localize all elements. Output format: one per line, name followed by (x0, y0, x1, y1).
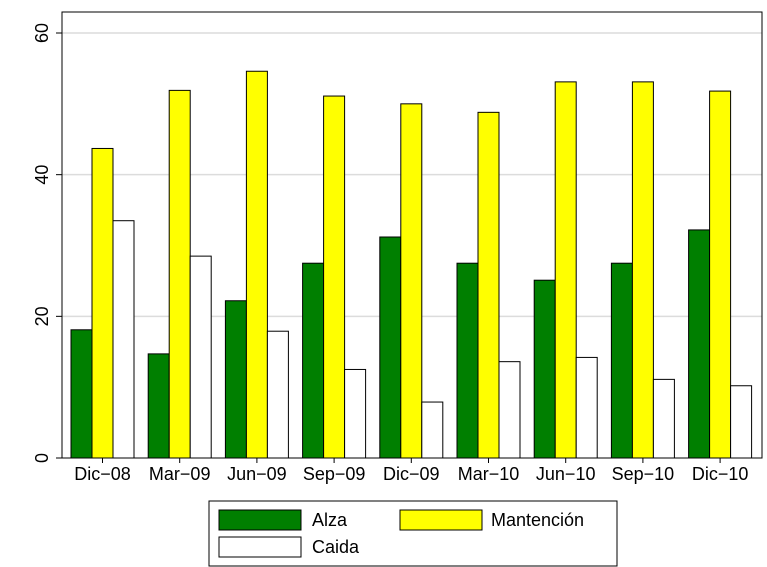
y-tick-label: 60 (32, 23, 52, 43)
bar-caida-6 (575, 356, 598, 459)
x-tick-label: Sep−09 (303, 464, 366, 484)
bar-mantenci-n-1 (168, 89, 191, 459)
bar-mantenci-n-4 (400, 103, 423, 459)
bar-alza-2 (224, 300, 247, 459)
legend: Alza Mantención Caida (208, 500, 618, 567)
x-axis: Dic−08 Mar−09 Jun−09 Sep−09 Dic−09 Mar−10 Jun−… (74, 458, 748, 484)
bar-mantenci-n-6 (554, 81, 577, 459)
bar-caida-1 (189, 255, 212, 459)
bar-mantenci-n-3 (323, 95, 346, 459)
bar-caida-0 (112, 220, 135, 459)
bar-alza-3 (302, 262, 325, 459)
x-tick-label: Dic−09 (383, 464, 440, 484)
y-tick-label: 0 (32, 453, 52, 463)
bar-alza-1 (147, 353, 170, 459)
legend-swatch-0 (218, 509, 302, 531)
plot-frame (61, 11, 763, 459)
bar-alza-0 (70, 329, 93, 459)
bar-mantenci-n-5 (477, 111, 500, 459)
legend-swatch-1 (399, 509, 483, 531)
y-tick-label: 20 (32, 306, 52, 326)
bar-alza-6 (533, 279, 556, 459)
bar-mantenci-n-2 (245, 70, 268, 459)
y-tick-label: 40 (32, 165, 52, 185)
y-axis: 0 20 40 60 (32, 23, 62, 463)
legend-label-2: Caida (312, 537, 360, 557)
x-tick-label: Jun−10 (536, 464, 596, 484)
x-tick-label: Dic−08 (74, 464, 131, 484)
x-tick-label: Sep−10 (612, 464, 675, 484)
bar-alza-7 (610, 262, 633, 459)
bars (70, 70, 753, 459)
bar-caida-2 (266, 330, 289, 459)
x-tick-label: Jun−09 (227, 464, 287, 484)
x-tick-label: Mar−10 (458, 464, 520, 484)
bar-mantenci-n-8 (709, 90, 732, 459)
bar-alza-8 (688, 229, 711, 459)
x-tick-label: Dic−10 (692, 464, 749, 484)
legend-label-1: Mantención (491, 510, 584, 530)
bar-mantenci-n-0 (91, 147, 114, 459)
x-tick-label: Mar−09 (149, 464, 211, 484)
bar-caida-8 (730, 385, 753, 459)
bar-caida-7 (652, 378, 675, 459)
legend-swatch-2 (218, 536, 302, 558)
bar-caida-4 (421, 401, 444, 459)
bar-caida-3 (344, 368, 367, 459)
bar-alza-4 (379, 236, 402, 459)
bar-caida-5 (498, 361, 521, 459)
bar-mantenci-n-7 (631, 81, 654, 459)
legend-label-0: Alza (312, 510, 348, 530)
bar-alza-5 (456, 262, 479, 459)
